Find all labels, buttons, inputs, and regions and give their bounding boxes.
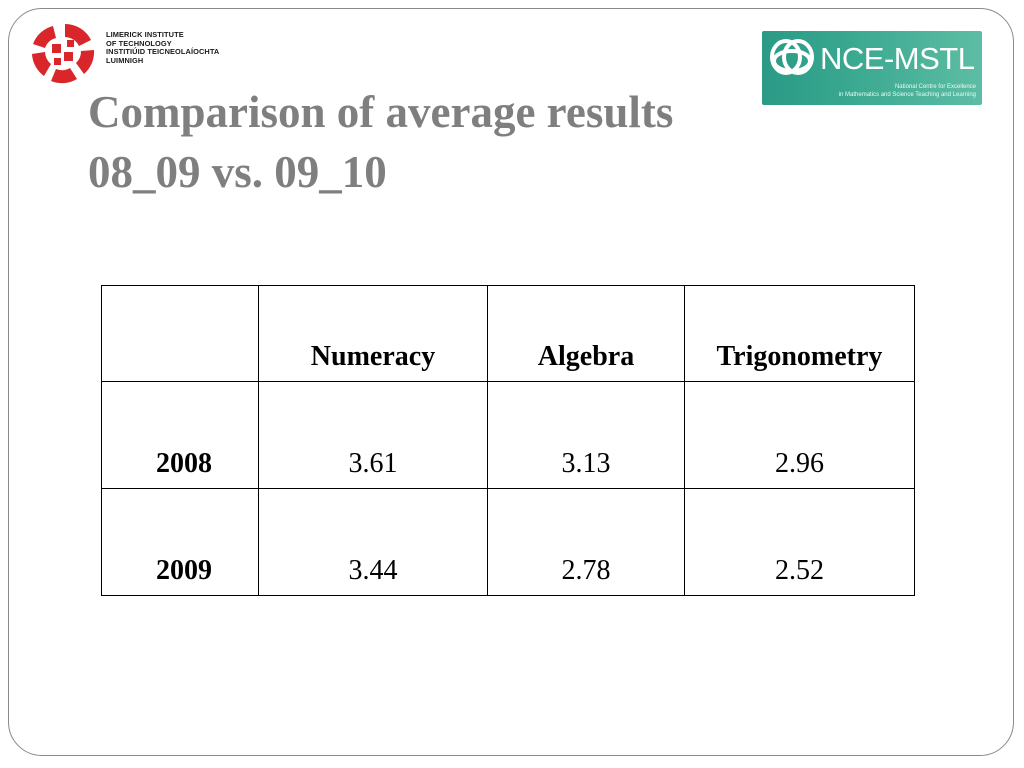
title-line-2: 08_09 vs. 09_10 — [88, 147, 387, 197]
nce-mstl-logo: NCE-MSTL National Centre for Excellence … — [762, 31, 982, 105]
nce-logo-subtitle: National Centre for Excellence in Mathem… — [776, 83, 976, 99]
lit-line-2: OF TECHNOLOGY — [106, 38, 172, 48]
column-header-blank — [101, 285, 259, 382]
lit-line-1: LIMERICK INSTITUTE — [106, 30, 184, 39]
cell-2009-algebra: 2.78 — [487, 488, 685, 596]
column-header-trigonometry: Trigonometry — [684, 285, 915, 382]
lit-logo-text: LIMERICK INSTITUTE OF TECHNOLOGY INSTITI… — [106, 30, 276, 65]
table-row: 2009 3.44 2.78 2.52 — [101, 488, 915, 596]
cell-2009-numeracy: 3.44 — [258, 488, 488, 596]
title-line-1: Comparison of average results — [88, 87, 674, 137]
column-header-algebra: Algebra — [487, 285, 685, 382]
row-label-2008: 2008 — [101, 381, 259, 489]
column-header-numeracy: Numeracy — [258, 285, 488, 382]
lit-line-3: INSTITIÚID TEICNEOLAÍOCHTA — [106, 47, 220, 57]
lit-emblem-icon — [32, 23, 95, 84]
lit-line-4: LUIMNIGH — [106, 55, 144, 65]
slide-title: Comparison of average results 08_09 vs. … — [88, 82, 768, 202]
nce-subtitle-line-1: National Centre for Excellence — [894, 84, 976, 90]
table-header-row: Numeracy Algebra Trigonometry — [101, 285, 915, 382]
lit-logo: LIMERICK INSTITUTE OF TECHNOLOGY INSTITI… — [30, 22, 270, 84]
cell-2008-algebra: 3.13 — [487, 381, 685, 489]
table-row: 2008 3.61 3.13 2.96 — [101, 381, 915, 489]
results-table: Numeracy Algebra Trigonometry 2008 3.61 … — [101, 285, 915, 596]
nce-knot-icon — [770, 39, 814, 75]
cell-2008-trigonometry: 2.96 — [684, 381, 915, 489]
nce-logo-name: NCE-MSTL — [820, 41, 975, 76]
nce-subtitle-line-2: in Mathematics and Science Teaching and … — [838, 92, 976, 98]
row-label-2009: 2009 — [101, 488, 259, 596]
cell-2008-numeracy: 3.61 — [258, 381, 488, 489]
cell-2009-trigonometry: 2.52 — [684, 488, 915, 596]
